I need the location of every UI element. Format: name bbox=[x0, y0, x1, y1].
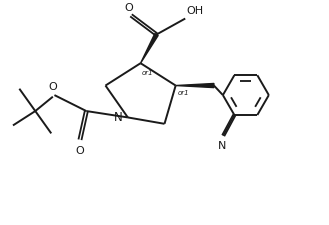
Polygon shape bbox=[176, 84, 214, 88]
Text: O: O bbox=[124, 3, 133, 13]
Text: N: N bbox=[218, 141, 227, 151]
Text: O: O bbox=[75, 145, 84, 155]
Polygon shape bbox=[140, 34, 158, 64]
Text: N: N bbox=[114, 111, 123, 124]
Text: O: O bbox=[48, 82, 57, 92]
Text: or1: or1 bbox=[177, 90, 189, 96]
Text: or1: or1 bbox=[142, 70, 154, 76]
Text: OH: OH bbox=[187, 6, 204, 16]
